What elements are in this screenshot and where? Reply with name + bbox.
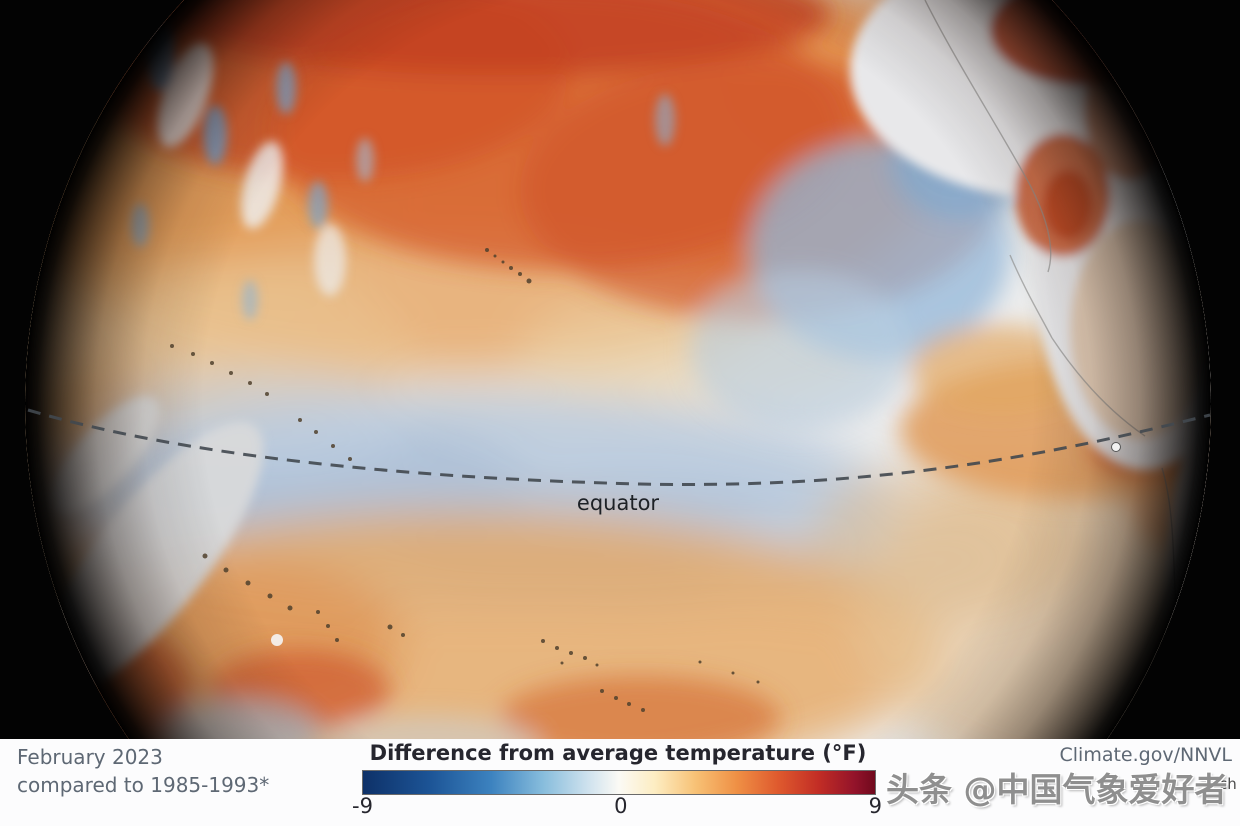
colorbar-ticks: -9 0 9 — [352, 794, 882, 818]
globe-sphere: equator — [25, 0, 1211, 739]
date-caption: February 2023 compared to 1985-1993* — [17, 743, 269, 799]
limb-shading — [25, 0, 1211, 739]
watermark-text: 头条 @中国气象爱好者 — [886, 770, 1228, 809]
colorbar-tick-min: -9 — [352, 794, 373, 818]
date-line2: compared to 1985-1993* — [17, 773, 270, 797]
legend-bar: February 2023 compared to 1985-1993* Dif… — [0, 739, 1240, 826]
equator-dashed-line — [27, 408, 1211, 486]
partial-attribution-text: ch — [1219, 775, 1237, 793]
globe-svg: equator — [25, 0, 1211, 739]
colorbar-gradient — [362, 770, 876, 795]
globe-map: equator — [25, 0, 1211, 739]
galapagos-islands — [1111, 442, 1121, 452]
colorbar-title: Difference from average temperature (°F) — [369, 741, 867, 765]
date-line1: February 2023 — [17, 745, 163, 769]
colorbar-tick-mid: 0 — [614, 794, 628, 818]
credit-text: Climate.gov/NNVL — [1059, 744, 1233, 766]
cyclone-swirl — [271, 634, 283, 646]
colorbar-tick-max: 9 — [868, 794, 882, 818]
island-specks — [170, 248, 760, 712]
equator-label: equator — [577, 491, 660, 515]
